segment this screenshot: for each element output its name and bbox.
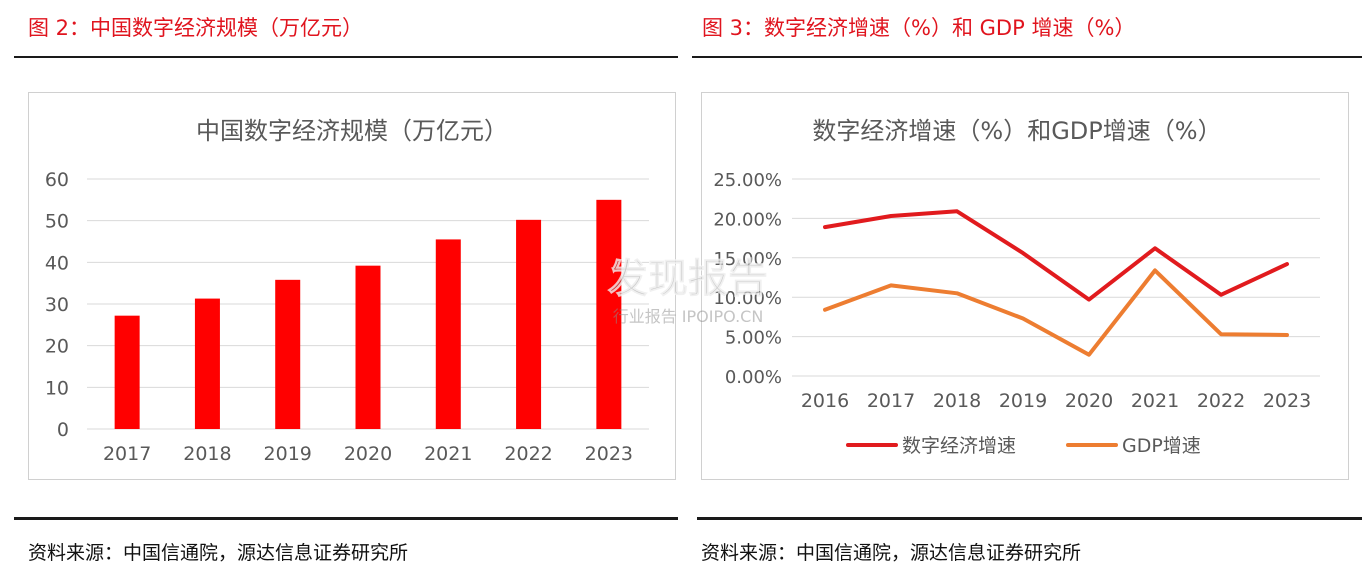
legend-label: GDP增速 xyxy=(1122,435,1201,457)
bar-y-tick-label: 20 xyxy=(45,336,69,358)
bar-x-tick-label: 2019 xyxy=(264,443,312,465)
line-x-tick-label: 2018 xyxy=(933,390,981,412)
line-y-tick-label: 0.00% xyxy=(725,367,782,388)
series-line-digital-economy-growth xyxy=(823,209,1289,302)
line-x-tick-label: 2021 xyxy=(1131,390,1179,412)
series-line-gdp-growth xyxy=(823,268,1289,357)
line-y-tick-label: 5.00% xyxy=(725,328,782,349)
line-chart-x-axis: 2016 2017 2018 2019 2020 2021 2022 2023 xyxy=(801,390,1311,412)
bar-chart-x-axis: 2017 2018 2019 2020 2021 2022 2023 xyxy=(103,443,633,465)
bar-chart: 中国数字经济规模（万亿元） 0 10 20 30 40 50 60 2017 2018 2019… xyxy=(45,117,649,465)
line-x-tick-label: 2019 xyxy=(999,390,1047,412)
figure-3-source: 资料来源：中国信通院，源达信息证券研究所 xyxy=(701,542,1082,564)
line-y-tick-label: 10.00% xyxy=(713,288,782,309)
bar-2021 xyxy=(435,239,461,429)
heading-rule-right xyxy=(692,56,1362,58)
line-chart: 数字经济增速（%）和GDP增速（%） 0.00% 5.00% 10.00% 15.00… xyxy=(713,117,1320,457)
bar-2017 xyxy=(114,315,140,429)
bar-y-tick-label: 0 xyxy=(57,419,69,441)
figure-2-heading: 图 2：中国数字经济规模（万亿元） xyxy=(28,16,364,40)
bar-chart-title: 中国数字经济规模（万亿元） xyxy=(196,117,508,145)
bar-2023 xyxy=(596,199,622,429)
bar-chart-panel: 中国数字经济规模（万亿元） 0 10 20 30 40 50 60 2017 2018 2019… xyxy=(28,92,676,480)
bar-chart-bars xyxy=(114,199,622,429)
bar-y-tick-label: 10 xyxy=(45,377,69,399)
bar-x-tick-label: 2022 xyxy=(504,443,552,465)
bar-2022 xyxy=(516,219,542,429)
line-x-tick-label: 2022 xyxy=(1197,390,1245,412)
source-rule-left xyxy=(14,517,678,520)
bar-x-tick-label: 2017 xyxy=(103,443,151,465)
line-x-tick-label: 2016 xyxy=(801,390,849,412)
heading-rule-left xyxy=(14,56,678,58)
legend-label: 数字经济增速 xyxy=(902,435,1016,457)
bar-y-tick-label: 30 xyxy=(45,294,69,316)
line-y-tick-label: 15.00% xyxy=(713,249,782,270)
bar-x-tick-label: 2018 xyxy=(183,443,231,465)
bar-y-tick-label: 60 xyxy=(45,169,69,191)
bar-2020 xyxy=(355,265,381,429)
line-x-tick-label: 2023 xyxy=(1263,390,1311,412)
line-chart-series xyxy=(823,209,1289,357)
line-x-tick-label: 2020 xyxy=(1065,390,1113,412)
line-chart-panel: 数字经济增速（%）和GDP增速（%） 0.00% 5.00% 10.00% 15.00… xyxy=(701,92,1349,480)
figure-3-heading: 图 3：数字经济增速（%）和 GDP 增速（%） xyxy=(702,16,1136,40)
line-y-tick-label: 20.00% xyxy=(713,209,782,230)
line-chart-title: 数字经济增速（%）和GDP增速（%） xyxy=(812,117,1221,145)
bar-chart-y-axis: 0 10 20 30 40 50 60 xyxy=(45,169,69,441)
figure-2-source: 资料来源：中国信通院，源达信息证券研究所 xyxy=(28,542,409,564)
source-rule-right xyxy=(697,517,1362,520)
bar-2018 xyxy=(194,298,220,429)
line-y-tick-label: 25.00% xyxy=(713,170,782,191)
bar-y-tick-label: 40 xyxy=(45,252,69,274)
line-chart-legend: 数字经济增速 GDP增速 xyxy=(846,435,1201,457)
line-x-tick-label: 2017 xyxy=(867,390,915,412)
line-chart-y-axis: 0.00% 5.00% 10.00% 15.00% 20.00% 25.00% xyxy=(713,170,782,388)
bar-y-tick-label: 50 xyxy=(45,211,69,233)
bar-x-tick-label: 2021 xyxy=(424,443,472,465)
bar-x-tick-label: 2023 xyxy=(585,443,633,465)
bar-x-tick-label: 2020 xyxy=(344,443,392,465)
bar-2019 xyxy=(275,279,301,429)
